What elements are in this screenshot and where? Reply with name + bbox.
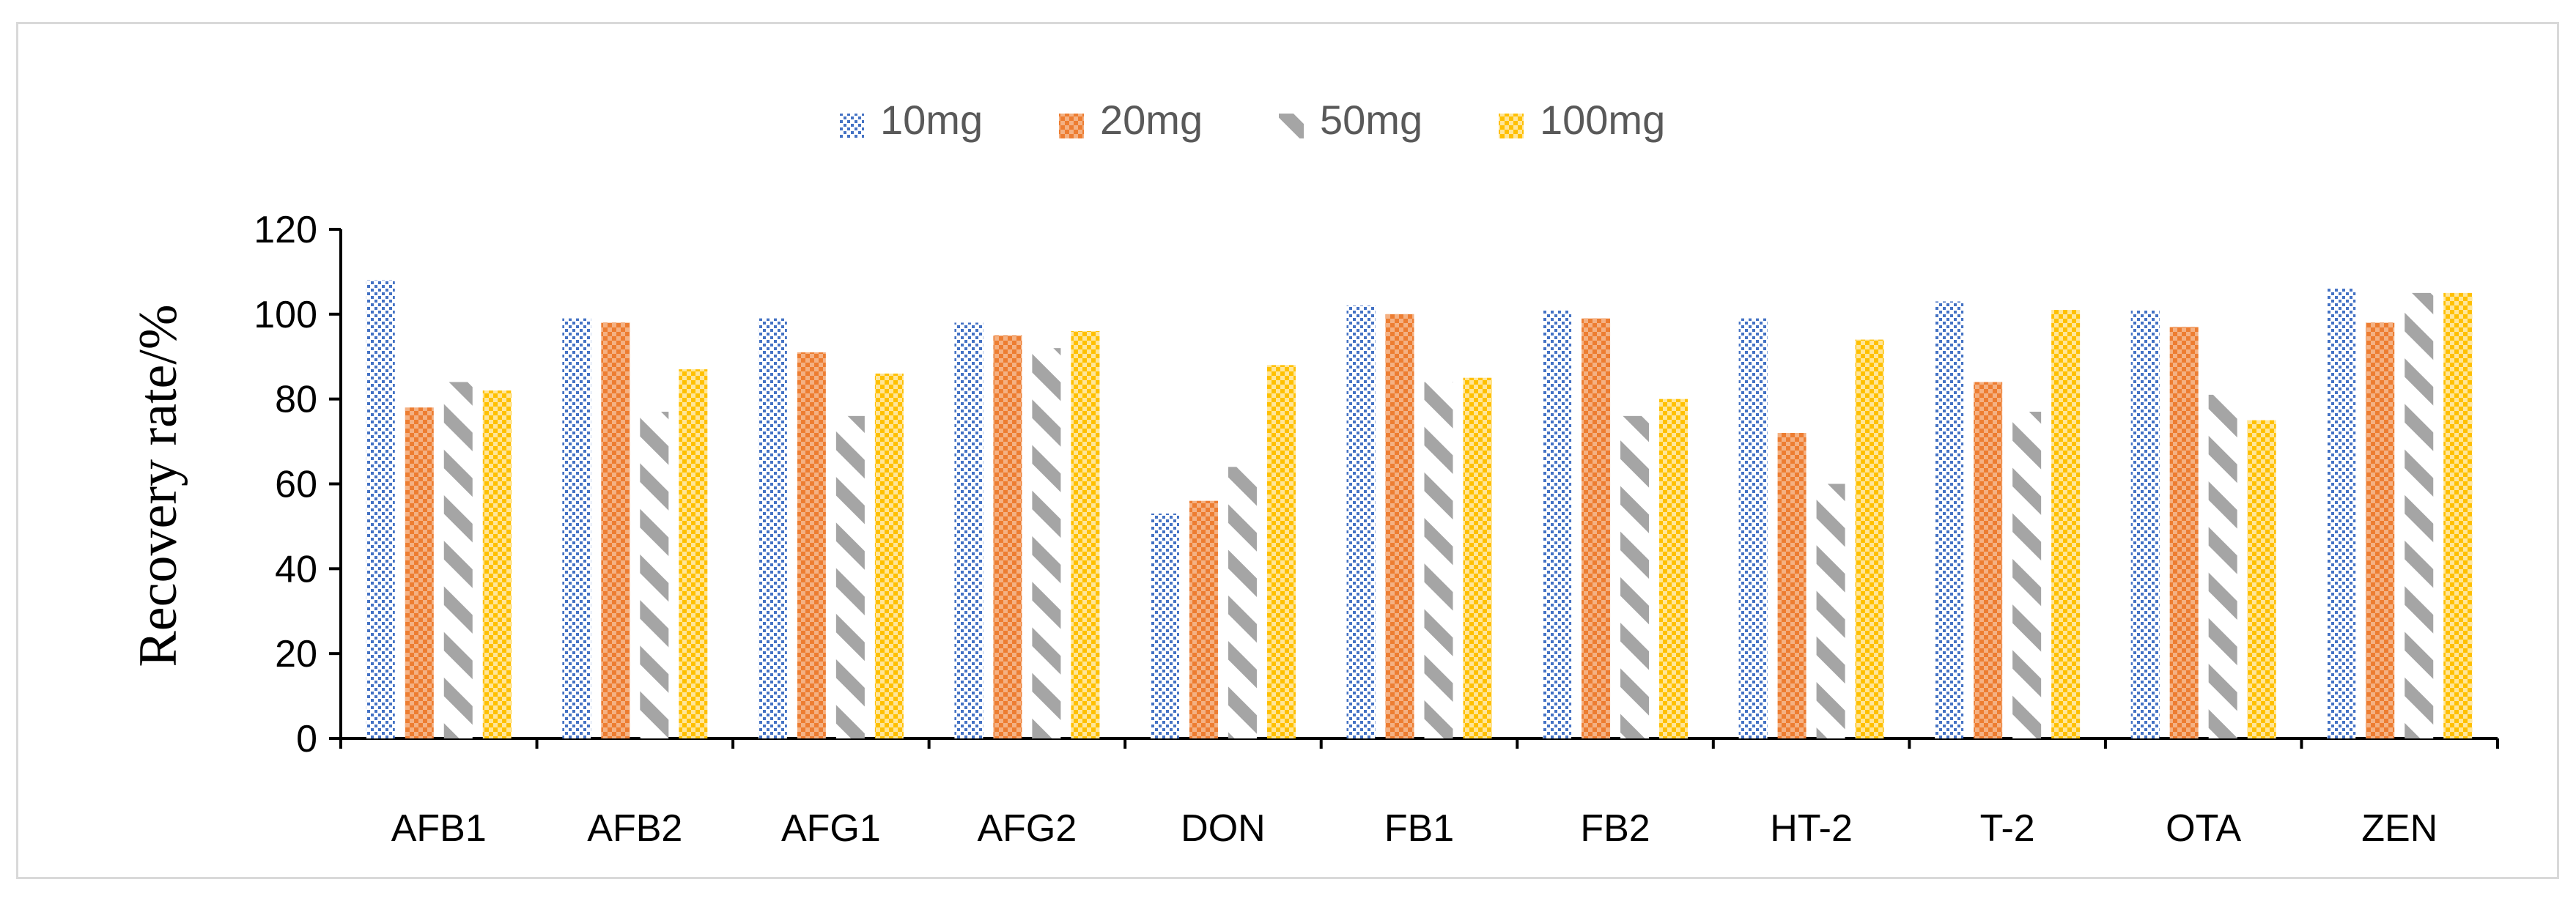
bar-10mg-OTA — [2130, 310, 2160, 739]
bar-50mg-ZEN — [2405, 292, 2434, 738]
bar-20mg-HT-2 — [1777, 433, 1806, 738]
bar-10mg-AFB1 — [366, 280, 395, 738]
bars — [366, 280, 2473, 739]
bar-20mg-OTA — [2169, 327, 2199, 738]
bar-20mg-ZEN — [2366, 322, 2395, 739]
x-tick-label: HT-2 — [1770, 807, 1853, 850]
x-tick-label: AFB2 — [587, 807, 682, 850]
bar-100mg-AFG2 — [1071, 331, 1100, 738]
y-tick-label: 40 — [275, 548, 317, 590]
bar-50mg-AFG2 — [1032, 348, 1061, 739]
y-axis-title: Recovery rate/% — [128, 304, 188, 667]
bar-50mg-FB1 — [1424, 382, 1453, 738]
y-tick-label: 120 — [254, 209, 317, 251]
bar-10mg-FB2 — [1543, 310, 1572, 739]
bar-10mg-ZEN — [2327, 289, 2356, 738]
legend-label-10mg: 10mg — [880, 97, 983, 143]
bar-20mg-FB1 — [1385, 314, 1414, 738]
bar-50mg-DON — [1228, 467, 1257, 738]
bar-20mg-T-2 — [1974, 382, 2003, 738]
bar-50mg-HT-2 — [1816, 484, 1845, 738]
bar-100mg-ZEN — [2443, 292, 2473, 738]
x-tick-label: OTA — [2166, 807, 2241, 850]
bar-100mg-AFG1 — [874, 373, 904, 738]
bar-50mg-AFB1 — [443, 382, 473, 738]
bar-20mg-AFG1 — [797, 352, 826, 738]
legend-swatch-20mg — [1059, 114, 1084, 138]
y-tick-label: 0 — [296, 718, 317, 760]
bar-20mg-AFG2 — [993, 335, 1022, 739]
bar-100mg-FB1 — [1463, 377, 1492, 738]
bar-50mg-AFG1 — [835, 415, 865, 738]
x-tick-label: ZEN — [2361, 807, 2437, 850]
chart-svg: 10mg 20mg 50mg 100mg 0 20 40 60 80 100 120 AFB1 AFB… — [128, 97, 2499, 850]
bar-10mg-AFG2 — [954, 322, 983, 739]
bar-20mg-FB2 — [1582, 318, 1611, 738]
y-tick-label: 100 — [254, 294, 317, 336]
x-tick-label: FB1 — [1384, 807, 1454, 850]
x-tick-label: AFB1 — [391, 807, 487, 850]
x-tick-label: AFG1 — [781, 807, 881, 850]
x-tick-label: AFG2 — [977, 807, 1077, 850]
x-tick-label: DON — [1181, 807, 1266, 850]
bar-20mg-DON — [1189, 500, 1218, 738]
bar-20mg-AFB2 — [601, 322, 630, 739]
legend: 10mg 20mg 50mg 100mg — [839, 97, 1665, 143]
x-tick-label: T-2 — [1980, 807, 2035, 850]
bar-10mg-AFB2 — [562, 318, 591, 738]
bar-100mg-HT-2 — [1855, 339, 1884, 738]
bar-10mg-FB1 — [1346, 305, 1376, 738]
y-tick-label: 80 — [275, 379, 317, 421]
bar-50mg-FB2 — [1620, 415, 1650, 738]
axes: 0 20 40 60 80 100 120 AFB1 AFB2 AFG1 AFG2 DON FB1 FB2… — [254, 209, 2499, 850]
bar-10mg-T-2 — [1935, 301, 1964, 738]
x-tick-label: FB2 — [1580, 807, 1650, 850]
bar-100mg-DON — [1266, 365, 1296, 738]
bar-10mg-AFG1 — [758, 318, 787, 738]
legend-swatch-100mg — [1499, 114, 1524, 138]
bar-100mg-FB2 — [1659, 399, 1689, 738]
bar-50mg-AFB2 — [640, 412, 669, 738]
legend-label-100mg: 100mg — [1540, 97, 1665, 143]
bar-100mg-T-2 — [2051, 310, 2081, 739]
legend-label-50mg: 50mg — [1320, 97, 1422, 143]
legend-label-20mg: 20mg — [1100, 97, 1203, 143]
bar-100mg-OTA — [2247, 420, 2276, 738]
y-tick-label: 20 — [275, 633, 317, 675]
bar-20mg-AFB1 — [405, 407, 434, 738]
bar-100mg-AFB2 — [679, 369, 708, 738]
bar-100mg-AFB1 — [482, 390, 512, 738]
y-tick-label: 60 — [275, 464, 317, 506]
bar-10mg-HT-2 — [1738, 318, 1768, 738]
legend-swatch-50mg — [1279, 114, 1304, 138]
bar-50mg-OTA — [2208, 394, 2237, 738]
chart-frame: 10mg 20mg 50mg 100mg 0 20 40 60 80 100 120 AFB1 AFB… — [16, 22, 2559, 879]
legend-swatch-10mg — [839, 114, 864, 138]
bar-10mg-DON — [1150, 514, 1179, 738]
bar-50mg-T-2 — [2012, 412, 2042, 738]
